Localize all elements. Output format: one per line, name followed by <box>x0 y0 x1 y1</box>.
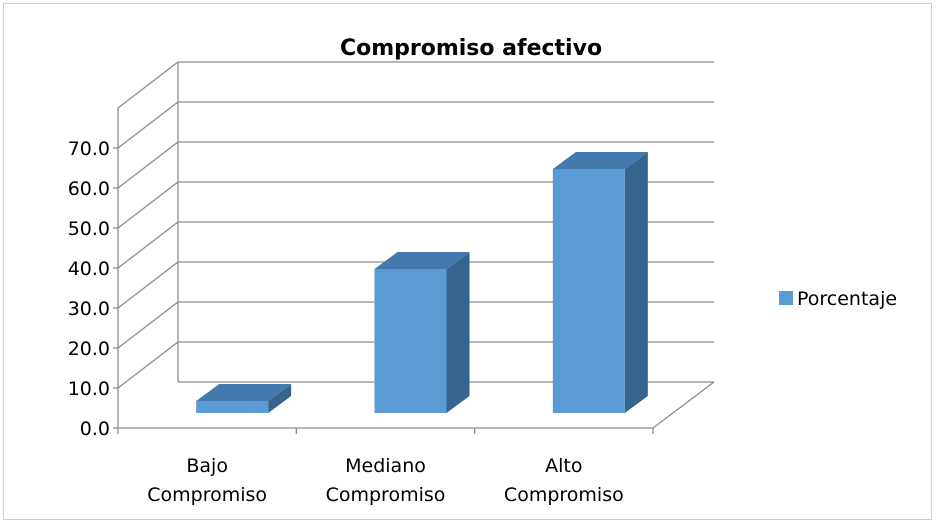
chart-title: Compromiso afectivo <box>340 36 602 61</box>
bar-top <box>552 152 648 169</box>
y-tick-label: 50.0 <box>68 218 110 240</box>
wall-top-diagonal <box>117 61 179 109</box>
gridline-diagonal <box>117 221 179 269</box>
bar-front <box>196 401 269 413</box>
x-category-label: Alto <box>545 455 582 477</box>
bar-top <box>374 252 470 269</box>
legend-swatch <box>779 291 793 305</box>
y-tick-label: 40.0 <box>68 258 110 280</box>
x-category-label: Compromiso <box>504 484 624 506</box>
legend-label: Porcentaje <box>797 288 897 310</box>
bar-side <box>624 152 648 413</box>
gridline-diagonal <box>117 101 179 149</box>
bar-side <box>268 384 292 413</box>
x-category-label: Mediano <box>345 455 426 477</box>
y-tick-label: 70.0 <box>68 138 110 160</box>
x-category-label: Compromiso <box>147 484 267 506</box>
gridline-diagonal <box>117 181 179 229</box>
bar-front <box>374 269 447 413</box>
legend: Porcentaje <box>779 288 897 310</box>
gridline-diagonal <box>117 341 179 389</box>
bar-0 <box>196 384 292 413</box>
y-tick-label: 30.0 <box>68 298 110 320</box>
y-tick-label: 10.0 <box>68 378 110 400</box>
y-tick-label: 60.0 <box>68 178 110 200</box>
gridline-diagonal <box>117 261 179 309</box>
y-axis: 0.0 10.0 20.0 30.0 40.0 50.0 60.0 70.0 <box>68 138 118 440</box>
x-axis: Bajo Compromiso Mediano Compromiso Alto Compr… <box>117 428 654 506</box>
bar-front <box>552 169 625 413</box>
bar-1 <box>374 252 470 413</box>
y-tick-label: 20.0 <box>68 338 110 360</box>
floor-right-edge <box>652 381 715 429</box>
y-tick-label: 0.0 <box>80 418 110 440</box>
gridline-diagonal <box>117 301 179 349</box>
bar-top <box>196 384 292 401</box>
bars <box>196 152 648 413</box>
x-category-label: Compromiso <box>326 484 446 506</box>
bar-side <box>446 252 470 413</box>
x-category-label: Bajo <box>186 455 228 477</box>
gridline-diagonal <box>117 141 179 189</box>
bar-2 <box>552 152 648 413</box>
